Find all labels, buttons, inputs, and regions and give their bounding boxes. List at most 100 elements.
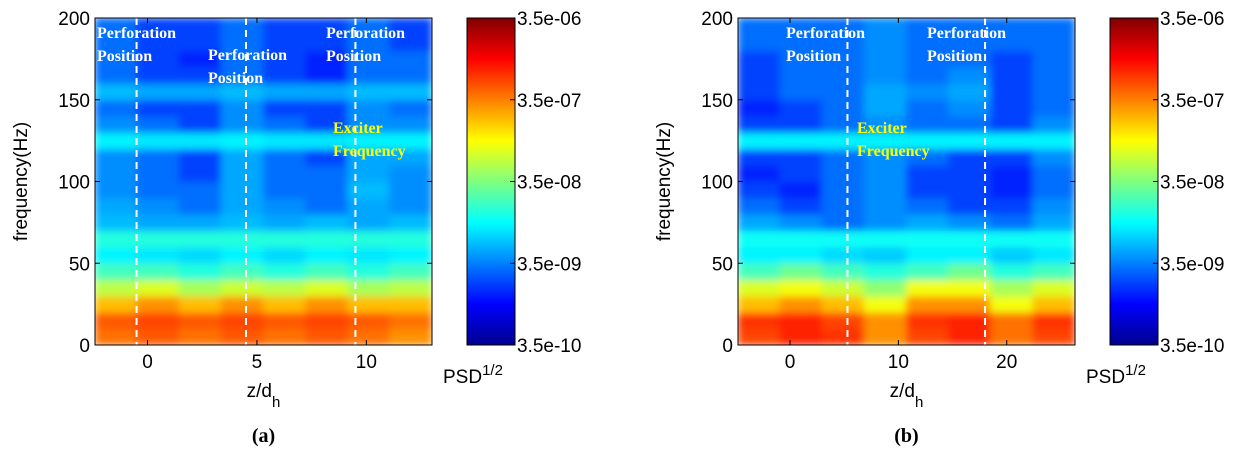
heat-cell	[738, 33, 781, 52]
heat-cell	[863, 246, 907, 264]
heat-cell	[948, 82, 992, 101]
heat-cell	[1032, 33, 1075, 52]
heat-cell	[305, 328, 349, 345]
heat-cell	[389, 181, 432, 199]
x-tick-label: 0	[142, 352, 153, 373]
heat-cell	[906, 66, 950, 84]
heat-cell	[738, 295, 781, 313]
heat-cell	[389, 164, 432, 182]
heat-cell	[136, 213, 180, 232]
heat-cell	[220, 262, 264, 281]
heat-cell	[389, 66, 432, 84]
y-tick-label: 200	[701, 9, 733, 30]
heat-cell	[178, 197, 222, 215]
heat-cell	[95, 197, 138, 215]
heat-cell	[821, 82, 865, 101]
heat-cell	[990, 131, 1034, 150]
heat-cell	[263, 197, 307, 215]
heat-cell	[305, 18, 349, 35]
y-axis-label: frequency(Hz)	[654, 122, 675, 241]
heat-cell	[178, 82, 222, 101]
heat-cell	[738, 18, 781, 35]
heat-cell	[220, 131, 264, 150]
heat-cell	[347, 246, 391, 264]
heat-cell	[263, 246, 307, 264]
heat-cell	[178, 164, 222, 182]
heat-cell	[347, 82, 391, 101]
panel-caption: (b)	[894, 425, 918, 447]
annotation: Perforation	[927, 25, 1006, 42]
heat-cell	[136, 82, 180, 101]
heat-cell	[779, 279, 823, 297]
heat-cell	[1032, 213, 1075, 232]
heat-cell	[863, 213, 907, 232]
colorbar-tick-label: 3.5e-07	[1160, 91, 1224, 112]
heat-cell	[347, 311, 391, 330]
heat-cell	[136, 99, 180, 117]
heat-cell	[948, 213, 992, 232]
heat-cell	[95, 262, 138, 281]
heat-cell	[305, 181, 349, 199]
heat-cell	[1032, 328, 1075, 345]
heat-cell	[948, 131, 992, 150]
heat-cell	[1032, 66, 1075, 84]
heat-cell	[948, 50, 992, 68]
heat-cell	[305, 164, 349, 182]
heat-cell	[906, 33, 950, 52]
x-tick-label: 10	[356, 352, 377, 373]
heat-cell	[347, 33, 391, 52]
heat-cell	[863, 181, 907, 199]
heat-cell	[738, 197, 781, 215]
heat-cell	[263, 295, 307, 313]
heat-cell	[220, 115, 264, 133]
heat-cell	[95, 99, 138, 117]
heat-cell	[990, 181, 1034, 199]
heat-cell	[263, 99, 307, 117]
heat-cell	[263, 115, 307, 133]
colorbar	[466, 17, 516, 346]
heat-cell	[738, 66, 781, 84]
heat-cell	[906, 246, 950, 264]
heat-cell	[990, 82, 1034, 101]
heat-cell	[821, 50, 865, 68]
heat-cell	[178, 230, 222, 248]
heat-cell	[906, 311, 950, 330]
heat-cell	[1032, 164, 1075, 182]
y-tick-label: 200	[58, 9, 90, 30]
heat-cell	[1032, 131, 1075, 150]
annotation: Position	[326, 48, 381, 65]
heat-cell	[990, 246, 1034, 264]
heat-cell	[779, 131, 823, 150]
annotation: Perforation	[326, 25, 405, 42]
heat-cell	[263, 213, 307, 232]
heat-cell	[1032, 181, 1075, 199]
heat-cell	[136, 131, 180, 150]
heat-cell	[347, 18, 391, 35]
heat-cell	[779, 311, 823, 330]
heat-cell	[305, 279, 349, 297]
heat-cell	[863, 295, 907, 313]
heatmap	[95, 18, 432, 345]
heat-cell	[821, 115, 865, 133]
heat-cell	[738, 279, 781, 297]
heat-cell	[863, 66, 907, 84]
heat-cell	[821, 279, 865, 297]
heat-cell	[1032, 18, 1075, 35]
heat-cell	[305, 50, 349, 68]
heat-cell	[95, 279, 138, 297]
annotation: Perforation	[208, 47, 287, 64]
heat-cell	[389, 311, 432, 330]
heat-cell	[863, 279, 907, 297]
heat-cell	[779, 66, 823, 84]
heat-cell	[906, 164, 950, 182]
heat-cell	[178, 295, 222, 313]
heat-cell	[305, 295, 349, 313]
heat-cell	[906, 213, 950, 232]
heat-cell	[136, 66, 180, 84]
heat-cell	[948, 66, 992, 84]
heat-cell	[738, 181, 781, 199]
heat-cell	[990, 33, 1034, 52]
heat-cell	[863, 50, 907, 68]
heat-cell	[389, 50, 432, 68]
heat-cell	[779, 197, 823, 215]
